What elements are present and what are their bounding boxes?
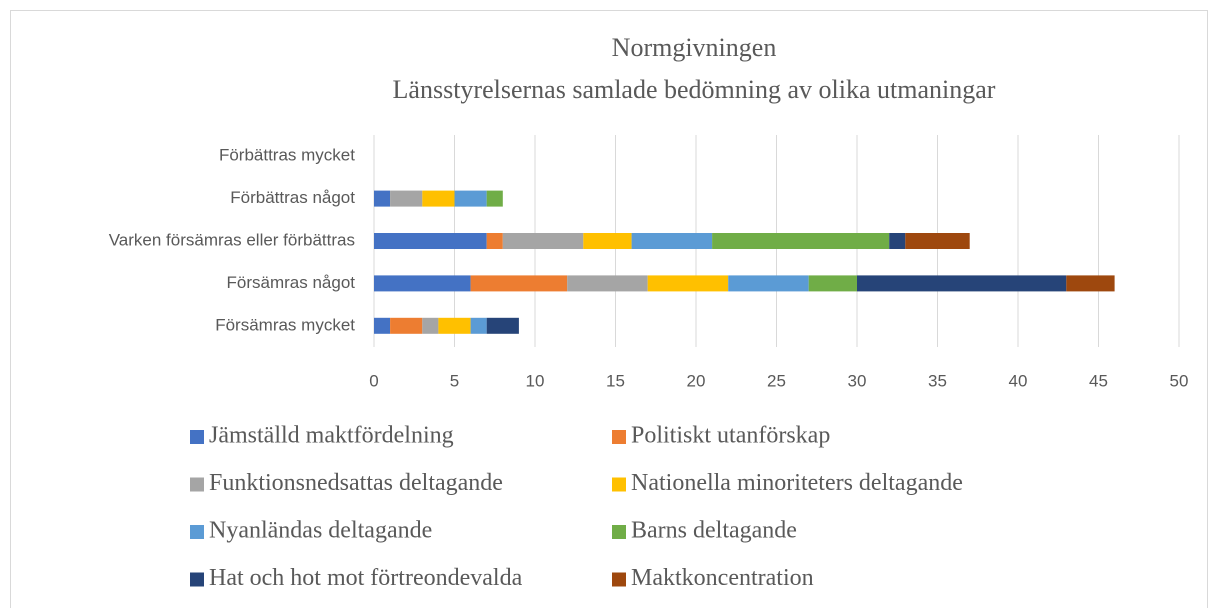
- bar-segment: [470, 275, 568, 292]
- y-tick-label: Försämras något: [227, 273, 356, 292]
- bar-segment: [390, 190, 423, 207]
- y-tick-label: Försämras mycket: [215, 315, 355, 334]
- x-tick-label: 0: [369, 371, 378, 390]
- bar-segment: [374, 275, 471, 292]
- bar-segment: [374, 317, 391, 334]
- x-tick-label: 35: [928, 371, 947, 390]
- legend-swatch: [190, 430, 204, 444]
- y-tick-label: Förbättras mycket: [219, 146, 355, 165]
- legend-swatch: [612, 572, 626, 587]
- x-tick-label: 40: [1009, 371, 1028, 390]
- legend-swatch: [190, 477, 204, 492]
- legend-label: Hat och hot mot förtreondevalda: [209, 565, 523, 591]
- bar-segment: [486, 233, 503, 249]
- bar-segment: [857, 275, 1067, 292]
- legend-label: Nationella minoriteters deltagande: [631, 470, 963, 496]
- bar-segment: [374, 233, 487, 249]
- x-tick-label: 20: [687, 371, 706, 390]
- bar-segment: [567, 275, 648, 292]
- bar-segment: [905, 233, 970, 249]
- x-tick-label: 45: [1089, 371, 1108, 390]
- legend-label: Nyanländas deltagande: [209, 518, 432, 544]
- x-tick-label: 25: [767, 371, 786, 390]
- legend-label: Maktkoncentration: [631, 565, 814, 591]
- bar-segment: [1066, 275, 1115, 292]
- bar-segment: [438, 317, 471, 334]
- bar-segment: [502, 233, 584, 249]
- legend-swatch: [190, 572, 204, 587]
- legend-label: Politiskt utanförskap: [631, 423, 830, 449]
- legend-label: Funktionsnedsattas deltagande: [209, 470, 503, 496]
- x-tick-label: 5: [450, 371, 459, 390]
- bar-segment: [728, 275, 809, 292]
- bar-segment: [583, 233, 632, 249]
- bar-segment: [390, 317, 423, 334]
- legend-swatch: [190, 525, 204, 539]
- bar-segment: [422, 190, 455, 207]
- chart-title: Normgivningen: [612, 33, 777, 62]
- y-tick-label: Varken försämras eller förbättras: [109, 230, 355, 249]
- chart-subtitle: Länsstyrelsernas samlade bedömning av ol…: [393, 75, 996, 104]
- bar-segment: [647, 275, 729, 292]
- bar-segment: [808, 275, 857, 292]
- legend-swatch: [612, 430, 626, 444]
- bar-segment: [712, 233, 890, 249]
- chart-frame: [10, 10, 1208, 608]
- legend-label: Barns deltagande: [631, 518, 797, 544]
- bar-segment: [374, 190, 391, 207]
- bar-segment: [422, 317, 439, 334]
- x-tick-label: 15: [606, 371, 625, 390]
- bar-segment: [486, 317, 519, 334]
- bar-segment: [631, 233, 713, 249]
- bar-segment: [454, 190, 487, 207]
- bar-segment: [889, 233, 906, 249]
- bar-segment: [486, 190, 503, 207]
- legend-swatch: [612, 477, 626, 492]
- legend-label: Jämställd maktfördelning: [209, 423, 454, 449]
- legend-swatch: [612, 525, 626, 539]
- bar-segment: [470, 317, 487, 334]
- x-tick-label: 50: [1170, 371, 1189, 390]
- x-tick-label: 30: [848, 371, 867, 390]
- x-tick-label: 10: [526, 371, 545, 390]
- y-tick-label: Förbättras något: [230, 188, 355, 207]
